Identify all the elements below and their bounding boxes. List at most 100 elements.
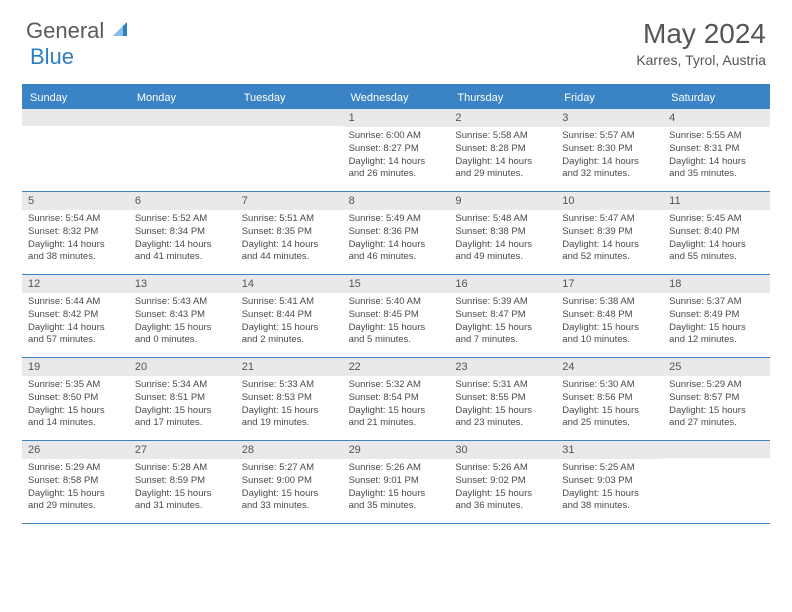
- day-cell: 9Sunrise: 5:48 AMSunset: 8:38 PMDaylight…: [449, 192, 556, 274]
- day-cell: 16Sunrise: 5:39 AMSunset: 8:47 PMDayligh…: [449, 275, 556, 357]
- sunset-text: Sunset: 8:30 PM: [562, 143, 657, 156]
- day-cell: [236, 109, 343, 191]
- location-text: Karres, Tyrol, Austria: [636, 52, 766, 68]
- day-cell: 19Sunrise: 5:35 AMSunset: 8:50 PMDayligh…: [22, 358, 129, 440]
- sunrise-text: Sunrise: 5:37 AM: [669, 296, 764, 309]
- sunrise-text: Sunrise: 5:32 AM: [349, 379, 444, 392]
- daylight-text: Daylight: 14 hours and 26 minutes.: [349, 156, 444, 182]
- sunset-text: Sunset: 8:43 PM: [135, 309, 230, 322]
- day-body: Sunrise: 5:25 AMSunset: 9:03 PMDaylight:…: [556, 459, 663, 519]
- daylight-text: Daylight: 15 hours and 35 minutes.: [349, 488, 444, 514]
- sunrise-text: Sunrise: 5:47 AM: [562, 213, 657, 226]
- sunset-text: Sunset: 8:57 PM: [669, 392, 764, 405]
- day-cell: 15Sunrise: 5:40 AMSunset: 8:45 PMDayligh…: [343, 275, 450, 357]
- sunset-text: Sunset: 9:00 PM: [242, 475, 337, 488]
- day-number: 1: [343, 109, 450, 127]
- sunset-text: Sunset: 8:58 PM: [28, 475, 123, 488]
- day-cell: 6Sunrise: 5:52 AMSunset: 8:34 PMDaylight…: [129, 192, 236, 274]
- day-cell: 14Sunrise: 5:41 AMSunset: 8:44 PMDayligh…: [236, 275, 343, 357]
- sunset-text: Sunset: 8:28 PM: [455, 143, 550, 156]
- sunset-text: Sunset: 8:55 PM: [455, 392, 550, 405]
- sunrise-text: Sunrise: 5:26 AM: [455, 462, 550, 475]
- day-cell: 2Sunrise: 5:58 AMSunset: 8:28 PMDaylight…: [449, 109, 556, 191]
- daylight-text: Daylight: 15 hours and 36 minutes.: [455, 488, 550, 514]
- day-cell: 1Sunrise: 6:00 AMSunset: 8:27 PMDaylight…: [343, 109, 450, 191]
- daylight-text: Daylight: 15 hours and 19 minutes.: [242, 405, 337, 431]
- day-number: 17: [556, 275, 663, 293]
- sunrise-text: Sunrise: 5:52 AM: [135, 213, 230, 226]
- sunset-text: Sunset: 8:48 PM: [562, 309, 657, 322]
- day-number: 27: [129, 441, 236, 459]
- sunset-text: Sunset: 8:42 PM: [28, 309, 123, 322]
- logo-text-blue: Blue: [30, 44, 74, 69]
- daylight-text: Daylight: 14 hours and 32 minutes.: [562, 156, 657, 182]
- day-number: 18: [663, 275, 770, 293]
- week-row: 26Sunrise: 5:29 AMSunset: 8:58 PMDayligh…: [22, 441, 770, 524]
- day-cell: 31Sunrise: 5:25 AMSunset: 9:03 PMDayligh…: [556, 441, 663, 523]
- day-cell: 17Sunrise: 5:38 AMSunset: 8:48 PMDayligh…: [556, 275, 663, 357]
- daylight-text: Daylight: 14 hours and 55 minutes.: [669, 239, 764, 265]
- week-row: 1Sunrise: 6:00 AMSunset: 8:27 PMDaylight…: [22, 109, 770, 192]
- sunrise-text: Sunrise: 5:45 AM: [669, 213, 764, 226]
- day-number: 15: [343, 275, 450, 293]
- day-body: Sunrise: 5:37 AMSunset: 8:49 PMDaylight:…: [663, 293, 770, 353]
- title-block: May 2024 Karres, Tyrol, Austria: [636, 18, 766, 68]
- week-row: 19Sunrise: 5:35 AMSunset: 8:50 PMDayligh…: [22, 358, 770, 441]
- sunset-text: Sunset: 8:59 PM: [135, 475, 230, 488]
- day-number: 21: [236, 358, 343, 376]
- day-cell: [663, 441, 770, 523]
- day-body: Sunrise: 5:47 AMSunset: 8:39 PMDaylight:…: [556, 210, 663, 270]
- day-number: 7: [236, 192, 343, 210]
- day-body: Sunrise: 5:30 AMSunset: 8:56 PMDaylight:…: [556, 376, 663, 436]
- daylight-text: Daylight: 15 hours and 7 minutes.: [455, 322, 550, 348]
- weekday-header-cell: Saturday: [663, 87, 770, 109]
- sunrise-text: Sunrise: 5:41 AM: [242, 296, 337, 309]
- sunrise-text: Sunrise: 5:40 AM: [349, 296, 444, 309]
- day-cell: 3Sunrise: 5:57 AMSunset: 8:30 PMDaylight…: [556, 109, 663, 191]
- sunrise-text: Sunrise: 5:26 AM: [349, 462, 444, 475]
- daylight-text: Daylight: 15 hours and 17 minutes.: [135, 405, 230, 431]
- week-row: 5Sunrise: 5:54 AMSunset: 8:32 PMDaylight…: [22, 192, 770, 275]
- sunrise-text: Sunrise: 5:44 AM: [28, 296, 123, 309]
- daylight-text: Daylight: 15 hours and 21 minutes.: [349, 405, 444, 431]
- weekday-header-cell: Thursday: [449, 87, 556, 109]
- day-number: [663, 441, 770, 458]
- sunrise-text: Sunrise: 5:57 AM: [562, 130, 657, 143]
- day-body: Sunrise: 5:31 AMSunset: 8:55 PMDaylight:…: [449, 376, 556, 436]
- day-body: Sunrise: 5:45 AMSunset: 8:40 PMDaylight:…: [663, 210, 770, 270]
- daylight-text: Daylight: 15 hours and 38 minutes.: [562, 488, 657, 514]
- sunset-text: Sunset: 8:36 PM: [349, 226, 444, 239]
- sunrise-text: Sunrise: 5:30 AM: [562, 379, 657, 392]
- sunset-text: Sunset: 8:56 PM: [562, 392, 657, 405]
- month-title: May 2024: [636, 18, 766, 50]
- sunset-text: Sunset: 8:35 PM: [242, 226, 337, 239]
- day-cell: 29Sunrise: 5:26 AMSunset: 9:01 PMDayligh…: [343, 441, 450, 523]
- day-cell: 26Sunrise: 5:29 AMSunset: 8:58 PMDayligh…: [22, 441, 129, 523]
- day-body: Sunrise: 5:43 AMSunset: 8:43 PMDaylight:…: [129, 293, 236, 353]
- day-number: 24: [556, 358, 663, 376]
- sunrise-text: Sunrise: 5:48 AM: [455, 213, 550, 226]
- sunrise-text: Sunrise: 5:29 AM: [28, 462, 123, 475]
- sunrise-text: Sunrise: 6:00 AM: [349, 130, 444, 143]
- day-number: 26: [22, 441, 129, 459]
- daylight-text: Daylight: 14 hours and 41 minutes.: [135, 239, 230, 265]
- sunset-text: Sunset: 8:31 PM: [669, 143, 764, 156]
- sunrise-text: Sunrise: 5:34 AM: [135, 379, 230, 392]
- sunrise-text: Sunrise: 5:29 AM: [669, 379, 764, 392]
- day-cell: 20Sunrise: 5:34 AMSunset: 8:51 PMDayligh…: [129, 358, 236, 440]
- day-body: Sunrise: 5:29 AMSunset: 8:58 PMDaylight:…: [22, 459, 129, 519]
- sunrise-text: Sunrise: 5:28 AM: [135, 462, 230, 475]
- logo-sail-icon: [110, 19, 132, 44]
- day-cell: 12Sunrise: 5:44 AMSunset: 8:42 PMDayligh…: [22, 275, 129, 357]
- day-number: 12: [22, 275, 129, 293]
- day-body: Sunrise: 5:32 AMSunset: 8:54 PMDaylight:…: [343, 376, 450, 436]
- sunset-text: Sunset: 8:38 PM: [455, 226, 550, 239]
- day-body: Sunrise: 5:58 AMSunset: 8:28 PMDaylight:…: [449, 127, 556, 187]
- daylight-text: Daylight: 15 hours and 33 minutes.: [242, 488, 337, 514]
- day-number: 2: [449, 109, 556, 127]
- day-number: 10: [556, 192, 663, 210]
- day-cell: 10Sunrise: 5:47 AMSunset: 8:39 PMDayligh…: [556, 192, 663, 274]
- sunset-text: Sunset: 8:39 PM: [562, 226, 657, 239]
- day-cell: 5Sunrise: 5:54 AMSunset: 8:32 PMDaylight…: [22, 192, 129, 274]
- day-body: Sunrise: 5:41 AMSunset: 8:44 PMDaylight:…: [236, 293, 343, 353]
